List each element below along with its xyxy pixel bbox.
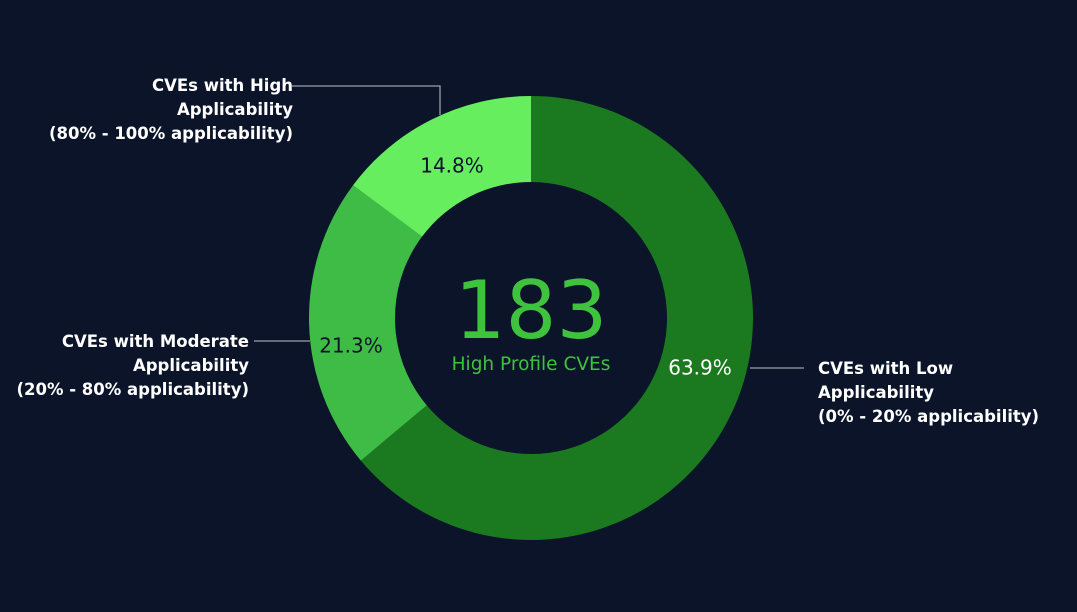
legend-high-applicability: CVEs with High Applicability (80% - 100%… <box>49 74 293 146</box>
legend-moderate-line-1: CVEs with Moderate <box>61 332 249 351</box>
legend-low-line-3: (0% - 20% applicability) <box>818 407 1040 426</box>
percent-labels-layer: 63.9% 21.3% 14.8% <box>319 154 732 380</box>
center-total-label: High Profile CVEs <box>452 354 611 375</box>
legend-high-line-1: CVEs with High <box>151 76 293 95</box>
legend-moderate-line-3: (20% - 80% applicability) <box>16 380 249 399</box>
center-total-value: 183 <box>455 264 608 357</box>
legend-moderate-applicability: CVEs with Moderate Applicability (20% - … <box>16 330 249 402</box>
legend-low-applicability: CVEs with Low Applicability (0% - 20% ap… <box>818 357 1039 429</box>
legend-low-line-2: Applicability <box>818 383 935 402</box>
legend-moderate-line-2: Applicability <box>132 356 249 375</box>
percent-label-low: 63.9% <box>668 356 732 380</box>
slice-high-applicability[interactable] <box>353 95 531 237</box>
percent-label-moderate: 21.3% <box>319 334 383 358</box>
slices-layer <box>309 95 753 540</box>
percent-label-high: 14.8% <box>420 154 484 178</box>
legend-high-line-2: Applicability <box>176 100 293 119</box>
connector-lines-layer <box>254 85 804 369</box>
slice-moderate-applicability[interactable] <box>309 185 427 461</box>
legend-low-line-1: CVEs with Low <box>818 359 954 378</box>
legend-high-line-3: (80% - 100% applicability) <box>48 124 293 143</box>
slice-low-applicability[interactable] <box>360 96 753 540</box>
connector-line-high <box>292 85 441 115</box>
